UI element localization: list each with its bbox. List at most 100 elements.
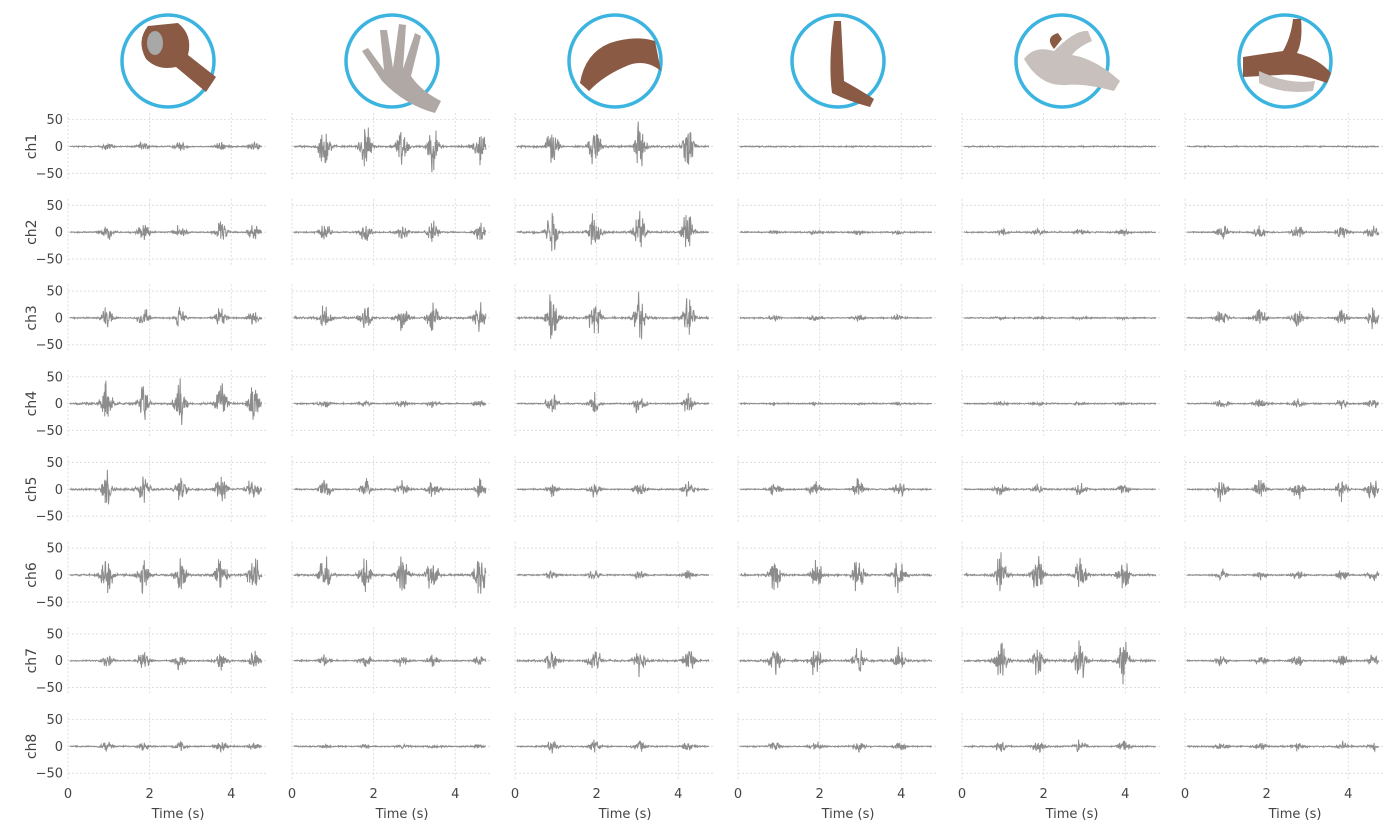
signal-panel: [961, 113, 1162, 180]
x-axis-label: Time (s): [1268, 807, 1322, 822]
signal-panel: [1184, 198, 1385, 266]
y-tick-label: 50: [46, 456, 63, 471]
x-axes: 0 2 4 Time (s) 0 2 4 Time (s) 0 2 4 Time (s) 0 2 4 Time…: [64, 787, 1353, 822]
channel-labels: ch1 50 0 −50 ch2 50 0 −50 ch3 50 0 −50 ch4 50 0 −50 ch5 5…: [24, 113, 63, 782]
signal-panel: [737, 370, 938, 438]
y-tick-label: 0: [55, 740, 63, 755]
y-tick-label: 50: [46, 627, 63, 642]
x-tick-label: 0: [288, 787, 296, 802]
x-tick-label: 0: [511, 787, 519, 802]
signal-panel: [737, 455, 938, 523]
emg-signal-line: [739, 741, 933, 753]
x-tick-label: 0: [958, 787, 966, 802]
y-tick-label: 0: [55, 569, 63, 584]
channel-label: ch2: [24, 219, 40, 244]
emg-signal-line: [69, 469, 263, 505]
emg-signal-line: [69, 221, 263, 240]
x-tick-label: 4: [451, 787, 459, 802]
emg-signal-line: [293, 302, 487, 332]
signal-panel: [737, 541, 938, 609]
signal-panel: [737, 198, 938, 266]
signal-panel: [1184, 541, 1385, 609]
y-tick-label: −50: [36, 595, 63, 610]
emg-signal-line: [293, 399, 487, 409]
emg-signal-line: [739, 312, 933, 323]
emg-signal-line: [739, 559, 933, 594]
x-tick-label: 0: [734, 787, 742, 802]
signal-panel: [67, 541, 268, 609]
signal-panel: [737, 113, 938, 180]
wrist-extension-gesture-icon: [790, 13, 886, 109]
y-tick-label: 50: [46, 113, 63, 128]
signal-panel: [1184, 455, 1385, 523]
x-tick-label: 4: [1344, 787, 1352, 802]
emg-signal-line: [1186, 225, 1380, 240]
emg-signal-line: [739, 400, 933, 408]
y-tick-label: −50: [36, 767, 63, 782]
channel-label: ch7: [24, 648, 40, 673]
signal-panel: [961, 455, 1162, 523]
signal-panel: [67, 198, 268, 266]
emg-signal-line: [293, 220, 487, 243]
emg-signal-line: [516, 210, 710, 252]
signal-panel: [1184, 370, 1385, 438]
channel-label: ch5: [24, 477, 40, 502]
x-tick-label: 2: [1039, 787, 1047, 802]
signal-panel: [291, 284, 492, 352]
emg-signal-line: [739, 646, 933, 676]
x-tick-label: 0: [1181, 787, 1189, 802]
signal-panel: [514, 627, 715, 695]
signal-panel: [1184, 627, 1385, 695]
signal-panel: [291, 370, 492, 438]
hand-shape: [362, 24, 441, 113]
signal-panel: [1184, 712, 1385, 780]
x-tick-label: 4: [674, 787, 682, 802]
channel-label: ch4: [24, 391, 40, 417]
emg-signal-line: [516, 651, 710, 678]
emg-signal-line: [69, 306, 263, 328]
emg-signal-line: [963, 552, 1157, 592]
fist-gesture-icon: [120, 13, 216, 109]
signal-panel: [961, 370, 1162, 438]
x-tick-label: 2: [1262, 787, 1270, 802]
signal-panel: [961, 627, 1162, 695]
hand-shape: [830, 21, 874, 107]
emg-signal-line: [963, 400, 1157, 408]
y-tick-label: 0: [55, 140, 63, 155]
signal-panel: [67, 113, 268, 180]
hand-shape: [1024, 30, 1120, 91]
emg-signal-line: [69, 558, 263, 595]
signal-panel: [514, 712, 715, 780]
x-axis-label: Time (s): [598, 807, 652, 822]
emg-signal-line: [740, 477, 932, 497]
signal-panel: [1184, 284, 1385, 352]
emg-signal-line: [963, 144, 1157, 149]
x-tick-label: 4: [227, 787, 235, 802]
channel-label: ch3: [24, 305, 40, 330]
emg-signal-line: [516, 481, 710, 498]
y-tick-label: 50: [46, 713, 63, 728]
signal-panel: [514, 455, 715, 523]
signal-panel: [291, 113, 492, 180]
x-tick-label: 4: [1121, 787, 1129, 802]
x-tick-label: 4: [897, 787, 905, 802]
signal-panel: [514, 113, 715, 180]
emg-signal-line: [516, 570, 710, 581]
channel-label: ch8: [24, 734, 40, 759]
emg-signal-line: [963, 739, 1157, 753]
emg-signal-line: [963, 226, 1157, 237]
x-axis-label: Time (s): [151, 807, 205, 822]
signal-panel: [961, 284, 1162, 352]
signal-panel: [67, 284, 268, 352]
y-tick-label: 0: [55, 483, 63, 498]
emg-signal-line: [516, 739, 710, 754]
gesture-icons-row: [120, 13, 1333, 113]
emg-signal-line: [740, 229, 932, 236]
y-tick-label: −50: [36, 253, 63, 268]
y-tick-label: 50: [46, 199, 63, 214]
emg-signal-line: [293, 556, 487, 594]
signal-panel: [1184, 113, 1385, 180]
x-axis-label: Time (s): [821, 807, 875, 822]
signal-panels: [67, 113, 1385, 780]
emg-signal-line: [69, 740, 263, 754]
